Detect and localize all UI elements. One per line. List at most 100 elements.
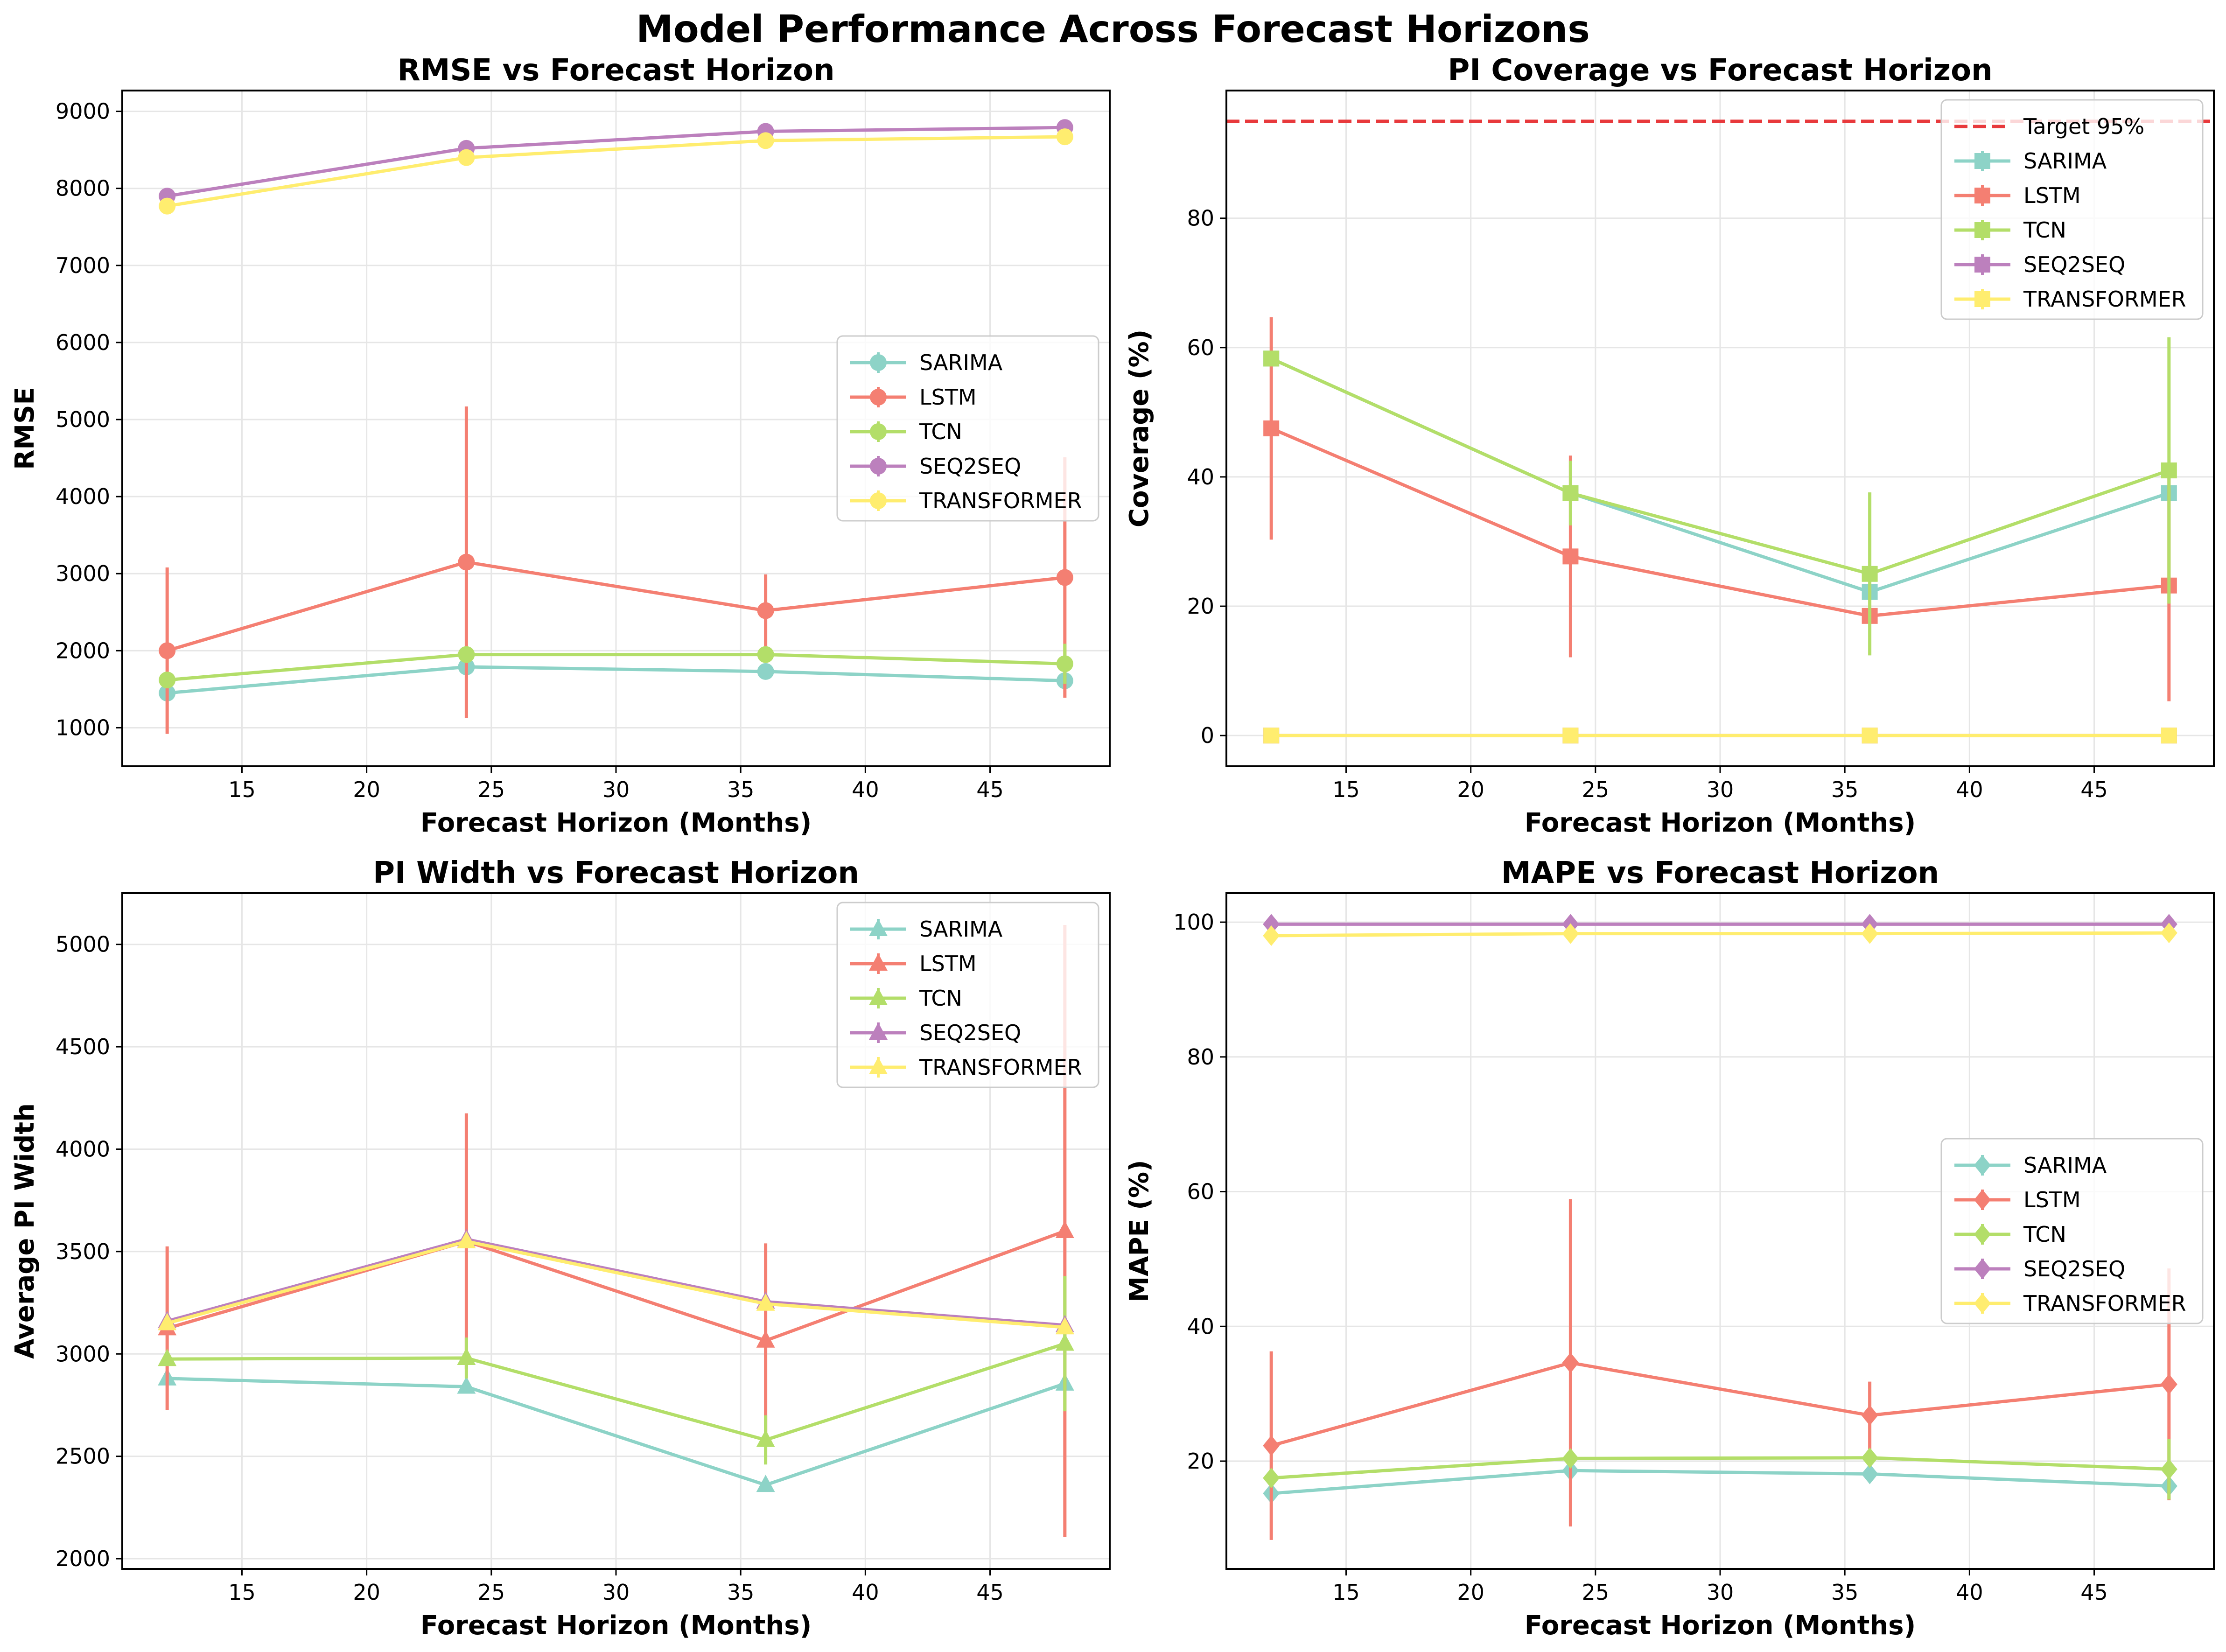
x-tick-label: 30 [602,777,630,802]
series-sarima [159,658,1073,702]
legend-swatch-marker [1974,1190,1991,1210]
x-tick-label: 45 [976,777,1004,802]
legend-label: TRANSFORMER [919,488,1082,513]
legend-swatch-marker [1974,291,1990,307]
data-point [457,1348,476,1365]
legend-swatch-marker [869,953,888,971]
legend-label: TCN [2023,217,2066,243]
data-point [1562,485,1579,501]
legend-swatch-marker [1974,1293,1991,1314]
series-line [1271,1456,2169,1480]
y-tick-label: 100 [1173,910,1214,935]
series-tcn [159,644,1073,689]
x-tick-label: 20 [1457,1580,1484,1605]
y-tick-label: 8000 [56,176,110,201]
data-point [1562,923,1579,944]
legend-swatch-marker [1974,1224,1991,1245]
y-tick-label: 6000 [56,330,110,355]
x-tick-label: 25 [1582,1580,1610,1605]
series-line [1271,1469,2169,1495]
legend-label: SARIMA [2023,148,2107,174]
data-point [757,132,774,149]
y-tick-label: 40 [1187,464,1214,490]
y-axis-label: Coverage (%) [1124,329,1155,527]
x-tick-label: 35 [727,777,755,802]
data-point [1263,1435,1280,1456]
figure-title: Model Performance Across Forecast Horizo… [636,7,1590,51]
series-line [1270,427,2170,618]
series-tcn [158,1276,1074,1465]
data-point [1562,728,1579,744]
y-tick-label: 0 [1201,723,1214,748]
x-tick-label: 35 [727,1580,755,1605]
x-tick-label: 30 [1707,1580,1734,1605]
panel-title: PI Width vs Forecast Horizon [373,856,859,890]
x-tick-label: 45 [2080,1580,2108,1605]
legend-swatch-marker [1974,1155,1991,1176]
x-tick-label: 45 [2080,777,2108,802]
data-point [1263,350,1280,367]
legend-swatch-marker [1974,257,1990,273]
legend-swatch-marker [1974,153,1990,169]
x-tick-label: 15 [228,777,256,802]
series-line [167,126,1065,198]
y-tick-label: 3000 [56,561,110,586]
panel-title: MAPE vs Forecast Horizon [1501,856,1939,890]
series-transformer [158,1231,1074,1335]
series-tcn [1263,337,2177,656]
y-tick-label: 4000 [56,484,110,509]
data-point [2160,1374,2177,1395]
series-line [1270,357,2170,576]
legend: SARIMA LSTM TCN SEQ2SEQ TRANSFORMER [1940,1138,2204,1324]
x-tick-label: 40 [852,777,879,802]
series-line [167,1238,1065,1327]
x-tick-label: 25 [478,1580,505,1605]
chart-panel-width: 15 20 25 30 35 40 45 2000 2500 3000 3500 4000 4500 50… [10,856,1111,1641]
series-line [167,665,1065,695]
x-tick-label: 20 [1457,777,1484,802]
series-line [167,1239,1065,1329]
y-axis-label: MAPE (%) [1124,1160,1155,1302]
data-point [1562,1352,1579,1373]
data-point [458,553,475,571]
x-tick-label: 40 [1956,1580,1983,1605]
data-point [1263,914,1280,935]
legend-label: SEQ2SEQ [919,454,1021,479]
data-point [1263,420,1280,436]
legend-label: TRANSFORMER [2023,1291,2186,1316]
data-point [1861,1463,1878,1484]
data-point [757,663,774,680]
data-point [1862,566,1878,582]
x-tick-label: 30 [1707,777,1734,802]
data-point [458,646,475,663]
y-tick-label: 2000 [56,1546,110,1571]
data-point [457,1231,476,1248]
data-point [1056,569,1073,586]
legend-swatch-marker [1974,188,1990,203]
legend-label: TCN [2023,1222,2066,1247]
data-point [1263,925,1280,946]
x-axis-label: Forecast Horizon (Months) [1525,1610,1916,1641]
y-tick-label: 3500 [56,1239,110,1264]
y-tick-label: 4500 [56,1034,110,1059]
y-tick-label: 40 [1187,1314,1214,1339]
legend-label: LSTM [2023,1187,2081,1212]
x-tick-label: 20 [353,777,380,802]
data-point [159,197,176,215]
legend-swatch-marker [870,423,887,440]
y-tick-label: 2500 [56,1444,110,1469]
data-point [1861,1405,1878,1426]
legend-swatch-marker [870,354,887,371]
series-line [1271,931,2169,938]
data-point [1562,1448,1579,1469]
data-point [756,1293,775,1311]
legend-label: SEQ2SEQ [2023,252,2125,277]
legend-label: SARIMA [2023,1153,2107,1178]
legend-label: LSTM [919,385,977,410]
data-point [2160,1459,2177,1480]
data-point [1055,1221,1074,1238]
x-axis-label: Forecast Horizon (Months) [1525,808,1916,838]
x-tick-label: 25 [1582,777,1610,802]
